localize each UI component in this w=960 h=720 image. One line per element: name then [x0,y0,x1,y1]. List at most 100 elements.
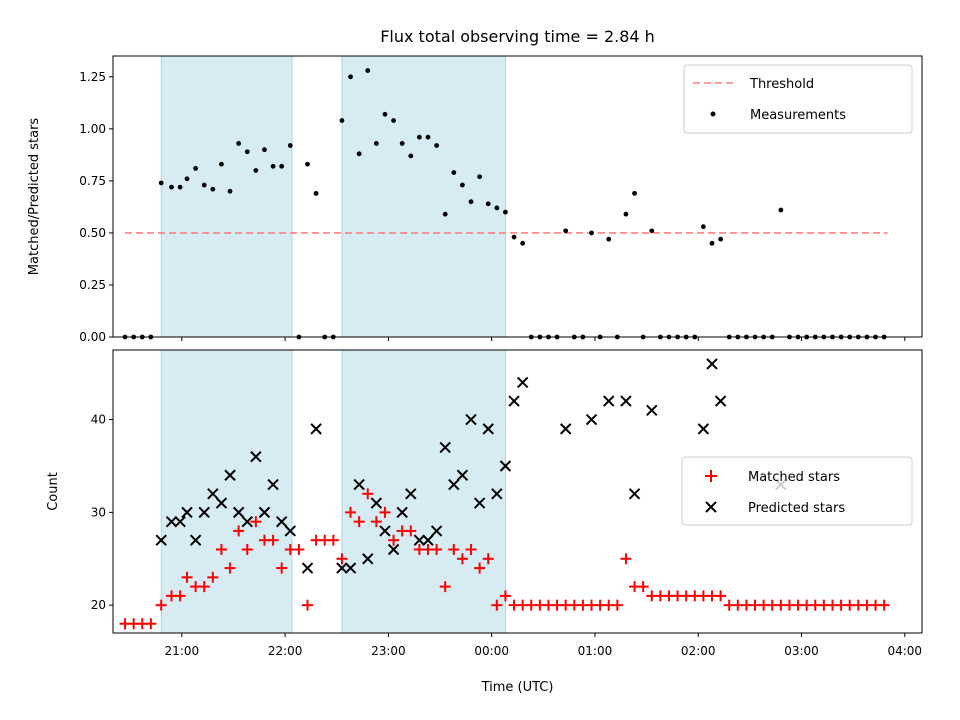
matched-star-point [241,543,253,555]
chart-title: Flux total observing time = 2.84 h [380,27,655,46]
matched-star-point [439,581,451,593]
matched-star-point [878,599,890,611]
matched-star-point [233,525,245,537]
measurement-point [511,234,517,240]
measurement-point [632,190,637,196]
measurement-point [623,211,629,217]
measurement-point [494,205,500,211]
measurement-point [382,111,388,117]
matched-star-point [388,534,400,546]
predicted-star-point [456,469,469,481]
x-tick-label: 04:00 [887,644,922,658]
measurement-point [434,143,439,148]
predicted-star-point [370,497,383,509]
measurement-point [253,168,259,173]
legend-measurements-swatch [710,111,716,117]
matched-star-point [267,534,279,546]
predicted-star-point [174,515,186,528]
legend-threshold-label: Threshold [749,77,814,92]
matched-star-point [465,543,477,555]
predicted-star-point [344,562,357,574]
predicted-star-point [413,534,426,546]
measurement-point [468,199,474,205]
bottom-legend-box [681,456,913,526]
measurement-point [442,211,448,217]
measurement-point [709,240,715,246]
matched-star-point [345,506,357,518]
measurement-point [606,236,612,242]
measurement-point [177,184,183,190]
predicted-star-point [362,553,374,565]
top-y-tick-label: 0.75 [79,174,106,188]
legend-measurements-label: Measurements [750,108,846,123]
matched-star-point [224,562,236,574]
measurement-point [356,151,362,157]
predicted-star-point [310,423,322,435]
measurement-point [649,228,655,234]
predicted-star-point [232,506,245,519]
measurement-point [158,180,164,186]
measurement-point [778,207,784,213]
predicted-star-point [207,488,219,500]
predicted-star-point [646,404,658,417]
measurement-point [305,161,310,167]
predicted-star-point [379,525,391,537]
measurement-point [210,186,216,192]
predicted-star-point [215,497,228,509]
predicted-star-point [387,543,400,556]
predicted-star-point [559,423,572,435]
matched-star-point [637,581,649,593]
matched-star-point [379,506,391,518]
top-y-tick-label: 1.25 [79,70,106,84]
matched-stars-points [119,488,890,630]
predicted-star-point [284,525,296,537]
predicted-star-point [275,515,288,528]
measurement-point [270,163,276,169]
measurement-point [425,134,431,140]
measurement-point [460,182,465,188]
top-y-ticks: 0.00 0.25 0.50 0.75 1.00 1.25 [79,70,113,344]
matched-star-point [276,562,288,574]
measurement-point [700,224,706,230]
x-tick-label: 23:00 [371,644,406,658]
bottom-y-tick-label: 20 [91,598,106,612]
x-tick-label: 00:00 [474,644,509,658]
predicted-star-point [603,395,615,407]
bottom-panel: 20 30 40 21:00 22:00 23:00 00:00 01:00 02:00 03:… [46,349,923,695]
measurement-point [391,118,396,123]
predicted-star-point [430,525,443,537]
bottom-axes-frame [112,349,923,634]
matched-star-point [155,599,167,611]
predicted-star-point [165,515,178,528]
measurement-point [262,147,267,153]
top-shade-2 [341,55,506,338]
predicted-star-point [516,376,529,389]
predicted-star-point [301,562,314,574]
matched-star-point [715,590,727,602]
measurement-point [365,68,371,73]
matched-star-point [482,553,494,565]
predicted-star-point [405,488,417,500]
predicted-star-point [189,534,202,546]
predicted-star-point [448,478,460,491]
measurement-point [313,190,319,196]
measurement-point [408,153,414,159]
x-axis-label: Time (UTC) [481,680,554,695]
matched-star-point [491,599,503,611]
measurement-point [169,184,174,190]
top-axes-frame [112,55,923,338]
predicted-star-point [499,460,512,472]
predicted-star-point [465,413,477,426]
predicted-star-point [473,497,486,509]
top-legend: Threshold Measurements [683,64,913,134]
measurement-point [348,74,353,80]
measurement-point [287,143,293,148]
matched-star-point [362,488,374,500]
legend-matched-swatch [705,470,717,482]
bottom-y-tick-label: 30 [91,505,106,519]
x-tick-label: 03:00 [784,644,819,658]
predicted-star-point [422,534,434,546]
predicted-star-point [155,534,167,546]
bottom-legend: Matched stars Predicted stars [681,456,913,526]
